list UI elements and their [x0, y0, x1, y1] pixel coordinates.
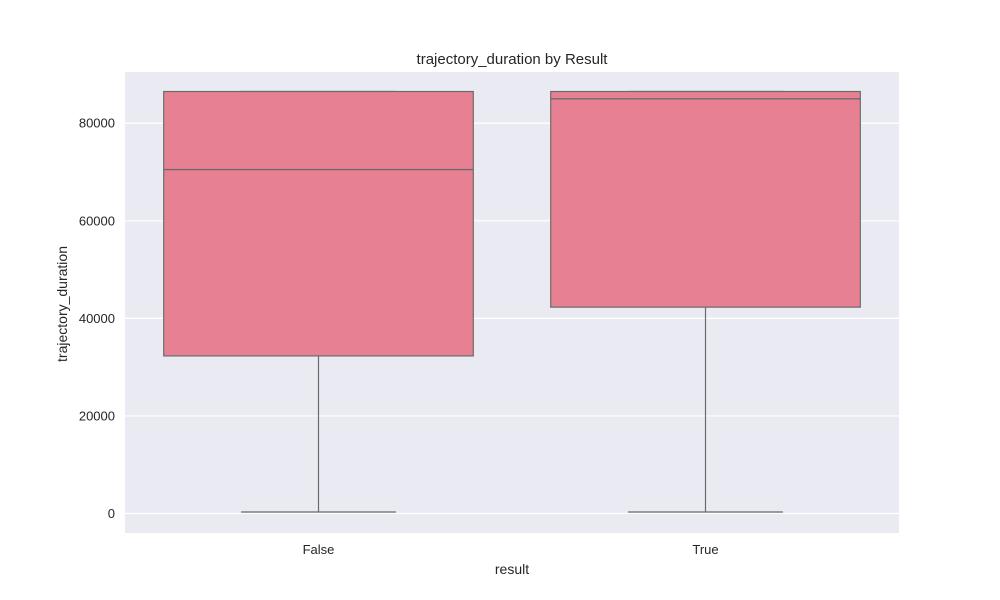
chart-title: trajectory_duration by Result: [417, 51, 609, 68]
x-tick-label: True: [692, 542, 718, 557]
x-axis-ticks: False True: [303, 542, 719, 557]
box-iqr: [550, 90, 861, 308]
y-axis-ticks: 0 20000 40000 60000 80000: [79, 116, 115, 521]
y-tick-label: 40000: [79, 311, 115, 326]
y-axis-label: trajectory_duration: [54, 246, 70, 362]
box-true: [550, 90, 861, 513]
box-false: [163, 90, 474, 513]
boxes: [163, 90, 861, 513]
x-tick-label: False: [303, 542, 335, 557]
y-tick-label: 20000: [79, 408, 115, 423]
box-iqr: [163, 90, 474, 357]
y-tick-label: 80000: [79, 116, 115, 131]
y-tick-label: 0: [108, 506, 115, 521]
y-tick-label: 60000: [79, 213, 115, 228]
x-axis-label: result: [495, 561, 529, 577]
